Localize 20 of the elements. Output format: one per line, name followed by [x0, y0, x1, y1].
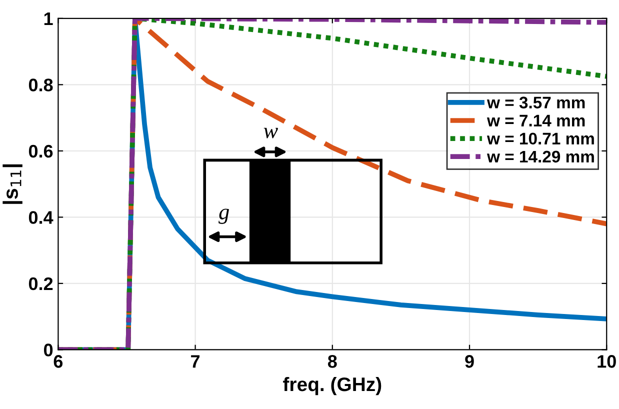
x-tick-label: 7 [191, 355, 200, 368]
y-tick-label: 0 [44, 344, 53, 356]
y-tick-label: 0.8 [28, 78, 53, 92]
y-axis-title: |s$_{11}$| [2, 164, 22, 204]
x-tick-label: 10 [598, 355, 616, 368]
annotation: g [218, 208, 229, 224]
legend-label: w = 14.29 mm [486, 150, 594, 163]
line-series [58, 18, 607, 350]
annotation: w [264, 128, 278, 138]
legend-label: w = 3.57 mm [486, 96, 585, 108]
legend-label: w = 7.14 mm [486, 114, 585, 126]
x-tick-label: 9 [465, 355, 474, 368]
legend-label: w = 10.71 mm [486, 132, 594, 145]
y-tick-label: 1 [44, 12, 53, 25]
y-tick-label: 0.6 [28, 144, 53, 158]
y-tick-label: 0.2 [28, 277, 53, 290]
x-tick-label: 8 [328, 355, 337, 368]
y-tick-label: 0.4 [28, 211, 54, 224]
x-axis-title: freq. (GHz) [283, 376, 382, 396]
x-tick-label: 6 [54, 355, 63, 368]
